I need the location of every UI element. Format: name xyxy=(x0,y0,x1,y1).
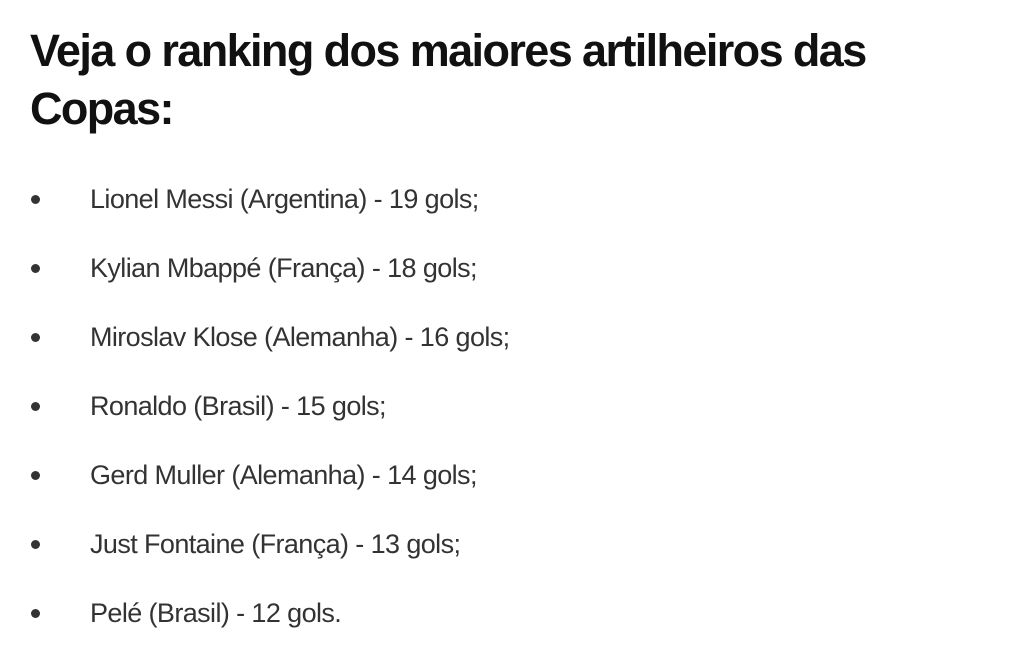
list-item: Pelé (Brasil) - 12 gols. xyxy=(0,579,1020,648)
item-text: Pelé (Brasil) - 12 gols. xyxy=(90,598,342,628)
list-item: Kylian Mbappé (França) - 18 gols; xyxy=(0,234,1020,303)
item-text: Miroslav Klose (Alemanha) - 16 gols; xyxy=(90,322,510,352)
list-item: Gerd Muller (Alemanha) - 14 gols; xyxy=(0,441,1020,510)
ranking-list: Lionel Messi (Argentina) - 19 gols; Kyli… xyxy=(0,165,1020,648)
item-text: Ronaldo (Brasil) - 15 gols; xyxy=(90,391,387,421)
item-text: Gerd Muller (Alemanha) - 14 gols; xyxy=(90,460,477,490)
bullet xyxy=(31,402,40,411)
bullet xyxy=(31,540,40,549)
heading: Veja o ranking dos maiores artilheiros d… xyxy=(30,25,867,134)
bullet xyxy=(31,195,40,204)
item-text: Kylian Mbappé (França) - 18 gols; xyxy=(90,253,477,283)
item-text: Lionel Messi (Argentina) - 19 gols; xyxy=(90,184,479,214)
bullet xyxy=(31,609,40,618)
bullet xyxy=(31,471,40,480)
list-item: Just Fontaine (França) - 13 gols; xyxy=(0,510,1020,579)
list-item: Lionel Messi (Argentina) - 19 gols; xyxy=(0,165,1020,234)
bullet xyxy=(31,264,40,273)
item-text: Just Fontaine (França) - 13 gols; xyxy=(90,529,461,559)
list-item: Ronaldo (Brasil) - 15 gols; xyxy=(0,372,1020,441)
list-item: Miroslav Klose (Alemanha) - 16 gols; xyxy=(0,303,1020,372)
bullet xyxy=(31,333,40,342)
